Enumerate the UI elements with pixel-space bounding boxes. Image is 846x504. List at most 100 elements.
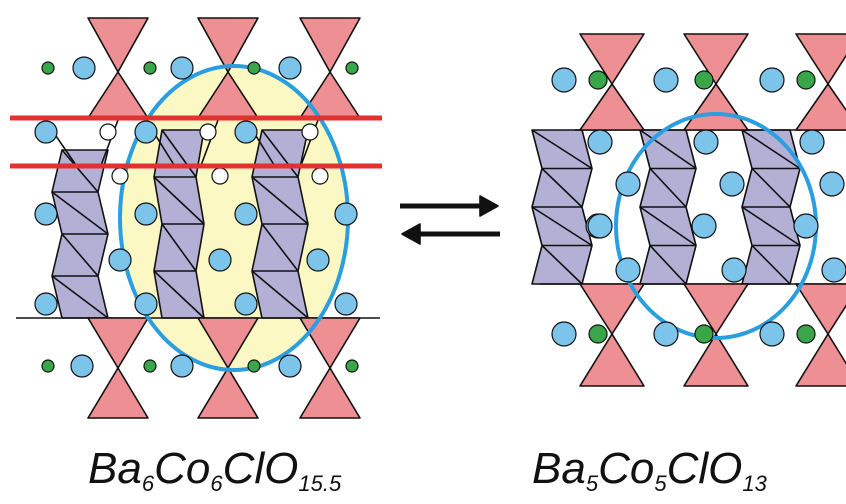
cl-atom: [247, 61, 261, 75]
co-tetrahedra-pair-bottom-1-bottom: [683, 333, 749, 387]
ba-atom: [134, 120, 158, 144]
vacancy-site: [311, 167, 329, 185]
ba-atom: [170, 354, 194, 378]
ba-atom: [34, 120, 58, 144]
cl-atom: [796, 70, 816, 90]
co-tetrahedra-pair-top-2-top: [795, 33, 846, 85]
ba-atom: [170, 56, 194, 80]
reverse-arrow-head: [401, 223, 421, 245]
ba-atom: [793, 213, 819, 239]
cl-atom: [694, 324, 714, 344]
co-tetrahedra-pair-bottom-1-top: [197, 317, 259, 369]
ba-atom: [551, 321, 577, 347]
equilibrium-arrows: [400, 195, 500, 245]
co-octahedra-column-edge: [251, 176, 309, 225]
cl-atom: [345, 61, 359, 75]
ba-atom: [306, 248, 330, 272]
ba-atom: [821, 257, 846, 283]
left-formula: Ba6Co6ClO15.5: [88, 444, 342, 496]
left-structure-ba6co6clo15-5: [10, 17, 382, 419]
co-octahedra-column-edge: [531, 129, 593, 170]
co-octahedra-column-edge: [741, 129, 801, 170]
co-octahedra-column-edge: [639, 129, 697, 170]
co-octahedra-column-edge: [649, 167, 687, 208]
cl-atom: [247, 359, 261, 373]
ba-atom: [234, 292, 258, 316]
ba-atom: [719, 171, 745, 197]
cl-atom: [588, 70, 608, 90]
vacancy-site: [99, 123, 117, 141]
co-tetrahedra-pair-top-0-top: [579, 33, 645, 85]
ba-atom: [108, 248, 132, 272]
ba-atom: [653, 67, 679, 93]
ba-atom: [759, 321, 785, 347]
co-octahedra-column-edge: [541, 167, 583, 208]
ba-atom: [587, 129, 613, 155]
co-octahedra-column-edge: [153, 176, 205, 225]
ba-atom: [34, 292, 58, 316]
co-octahedra-column-edge: [161, 223, 197, 272]
co-octahedra-column-edge: [61, 149, 99, 193]
co-octahedra-column-edge: [51, 275, 109, 319]
co-tetrahedra-pair-bottom-0-bottom: [87, 367, 149, 419]
ba-atom: [234, 202, 258, 226]
co-octahedra-column-edge: [153, 270, 205, 319]
co-octahedra-column-edge: [251, 270, 309, 319]
ba-atom: [799, 129, 825, 155]
ba-atom: [334, 202, 358, 226]
ba-atom: [70, 354, 94, 378]
co-tetrahedra-pair-bottom-0-top: [87, 317, 149, 369]
ba-atom: [615, 257, 641, 283]
co-octahedra-column-edge: [639, 206, 697, 247]
ba-atom: [34, 202, 58, 226]
ba-atom: [721, 257, 747, 283]
co-tetrahedra-pair-bottom-2-bottom: [299, 367, 361, 419]
ba-atom: [134, 292, 158, 316]
cl-atom: [41, 359, 55, 373]
ba-atom: [208, 248, 232, 272]
co-tetrahedra-pair-top-1-top: [197, 17, 259, 73]
vacancy-site: [301, 123, 319, 141]
co-tetrahedra-pair-bottom-1-top: [683, 283, 749, 335]
co-tetrahedra-pair-bottom-2-top: [795, 283, 846, 335]
co-tetrahedra-pair-top-1-bottom: [683, 83, 749, 131]
cl-atom: [41, 61, 55, 75]
co-tetrahedra-pair-top-0-bottom: [579, 83, 645, 131]
co-octahedra-column-edge: [61, 233, 99, 277]
co-octahedra-column-edge: [261, 129, 299, 178]
vacancy-site: [199, 123, 217, 141]
ba-atom: [551, 67, 577, 93]
co-octahedra-column-edge: [751, 244, 791, 285]
ba-atom: [759, 67, 785, 93]
co-octahedra-column-edge: [161, 129, 197, 178]
ba-atom: [278, 56, 302, 80]
ba-atom: [691, 213, 717, 239]
co-tetrahedra-pair-top-2-bottom: [299, 71, 361, 119]
co-octahedra-column-edge: [751, 167, 791, 208]
vacancy-site: [111, 167, 129, 185]
ba-atom: [587, 213, 613, 239]
co-octahedra-column-edge: [51, 191, 109, 235]
ba-atom: [72, 56, 96, 80]
cl-atom: [588, 324, 608, 344]
ba-atom: [615, 171, 641, 197]
forward-arrow-head: [479, 195, 499, 217]
ba-atom: [653, 321, 679, 347]
cl-atom: [143, 359, 157, 373]
co-octahedra-column-edge: [261, 223, 299, 272]
co-tetrahedra-pair-bottom-0-top: [579, 283, 645, 335]
ba-atom: [693, 129, 719, 155]
right-structure-ba5co5clo13: [531, 33, 846, 387]
co-tetrahedra-pair-top-0-top: [87, 17, 149, 73]
cl-atom: [143, 61, 157, 75]
cl-atom: [694, 70, 714, 90]
co-tetrahedra-pair-bottom-2-bottom: [795, 333, 846, 387]
co-tetrahedra-pair-bottom-1-bottom: [197, 367, 259, 419]
co-tetrahedra-pair-top-2-bottom: [795, 83, 846, 131]
co-octahedra-column-edge: [649, 244, 687, 285]
ba-atom: [334, 292, 358, 316]
co-octahedra-column-edge: [531, 206, 593, 247]
co-tetrahedra-pair-top-2-top: [299, 17, 361, 73]
right-formula: Ba5Co5ClO13: [532, 444, 767, 496]
